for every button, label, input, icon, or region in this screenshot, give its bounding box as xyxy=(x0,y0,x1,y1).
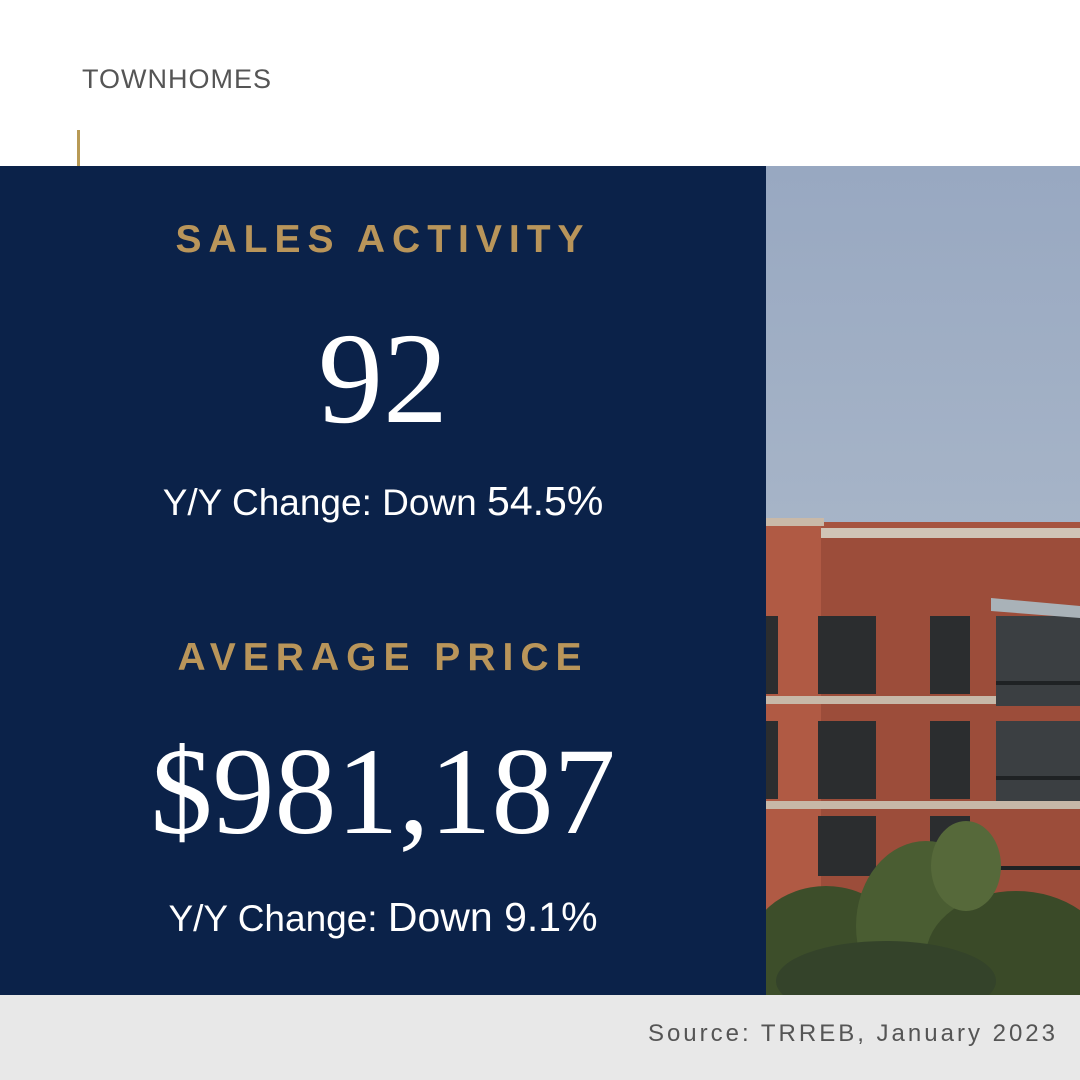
building-photo xyxy=(766,166,1080,995)
stats-panel: SALES ACTIVITY 92 Y/Y Change: Down 54.5%… xyxy=(0,166,766,995)
average-price-value: $981,187 xyxy=(150,723,616,860)
category-label: TOWNHOMES xyxy=(82,64,272,94)
sales-activity-value: 92 xyxy=(318,307,448,451)
average-price-change: Y/Y Change: Down 9.1% xyxy=(0,894,766,941)
price-change-prefix: Y/Y Change: xyxy=(168,898,378,939)
footer-band xyxy=(0,995,1080,1080)
sales-change-prefix: Y/Y Change: Down xyxy=(162,482,477,523)
sales-activity-change: Y/Y Change: Down 54.5% xyxy=(0,478,766,525)
sales-activity-heading: SALES ACTIVITY xyxy=(175,218,591,261)
brick-building-illustration xyxy=(766,166,1080,995)
price-change-value: Down 9.1% xyxy=(387,894,598,940)
average-price-heading: AVERAGE PRICE xyxy=(177,636,589,679)
sales-change-value: 54.5% xyxy=(487,478,604,524)
source-citation: Source: TRREB, January 2023 xyxy=(647,1020,1058,1047)
